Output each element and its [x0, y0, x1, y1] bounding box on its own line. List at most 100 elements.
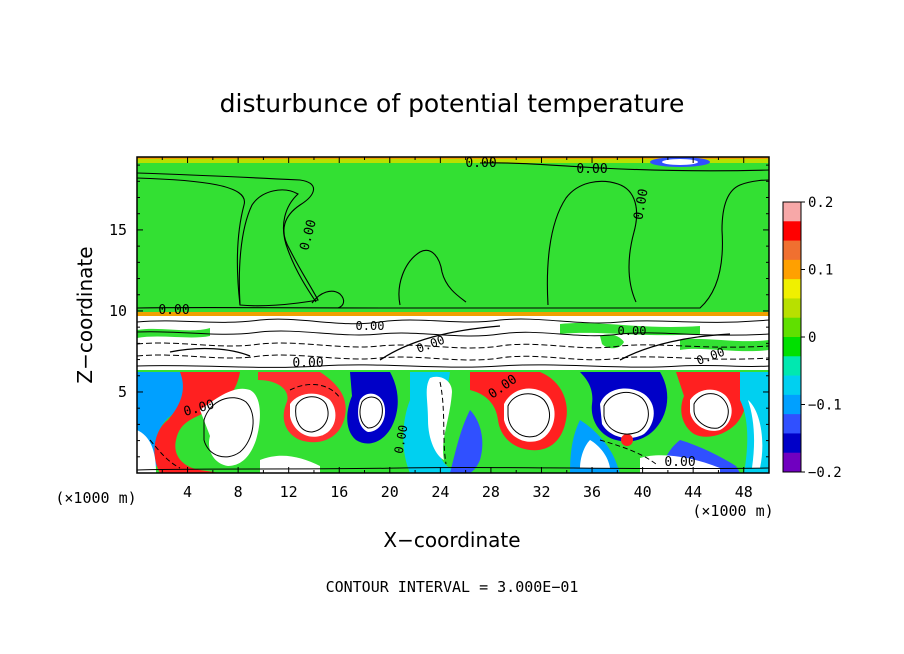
plot-area: 0.00 0.00 0.00 0.00 0.00 0.00 0.00 0.00 …	[137, 156, 769, 473]
contour-label: 0.00	[392, 424, 411, 455]
mid-band-green-4	[680, 338, 769, 352]
upper-contour-cell-1	[238, 189, 317, 306]
contour-mid-5	[137, 364, 769, 368]
y-tick-label: 15	[109, 221, 127, 239]
contour-mid-4	[137, 354, 769, 361]
upper-contour-top	[479, 162, 769, 172]
colorbar-segment	[783, 375, 801, 396]
contour-ring-6	[359, 396, 383, 429]
contour-label: 0.00	[158, 303, 189, 318]
contour-mid-6	[379, 325, 501, 361]
mid-band-green-3	[600, 334, 624, 349]
upper-contours	[137, 162, 769, 309]
colorbar-segment	[783, 414, 801, 434]
x-tick-label: 16	[330, 483, 348, 501]
contour-mid-8	[169, 347, 251, 357]
colorbar-segment	[783, 259, 801, 280]
top-boundary-band	[137, 157, 769, 163]
contour-ring-4	[603, 391, 649, 435]
upper-contour-cell-2	[398, 250, 467, 306]
colorbar-segment	[783, 298, 801, 319]
contour-dashed-3	[149, 439, 181, 469]
x-tick-label: 24	[431, 483, 449, 501]
swirl-16	[580, 440, 610, 468]
contour-ring-2	[295, 396, 329, 433]
contour-label: 0.00	[292, 356, 323, 371]
contour-label: 0.00	[465, 156, 496, 171]
contour-mid-2	[137, 330, 769, 337]
x-tick-label: 40	[634, 483, 652, 501]
colorbar-segment	[783, 452, 801, 473]
contour-bottom	[137, 466, 769, 471]
colorbar-tick-label: −0.1	[808, 398, 842, 414]
contour-label: 0.00	[664, 455, 695, 470]
red-spot	[621, 434, 633, 446]
colorbar-segment	[783, 337, 801, 357]
contour-ring-5	[693, 393, 729, 429]
colorbar-tick-label: −0.2	[808, 465, 842, 481]
swirl-11	[504, 388, 555, 442]
colorbar	[782, 201, 802, 473]
colorbar-ticks: 0.2 0.1 0 −0.1 −0.2	[801, 195, 842, 481]
y-tick-label: 5	[118, 383, 127, 401]
contour-dashed-1	[599, 439, 657, 465]
x-tick-label: 28	[482, 483, 500, 501]
x-tick-label: 4	[183, 483, 192, 501]
colorbar-segment	[783, 394, 801, 415]
x-tick-label: 36	[583, 483, 601, 501]
contour-mid-3	[137, 342, 769, 349]
colorbar-segment	[783, 433, 801, 454]
x-unit-left: (×1000 m)	[55, 489, 136, 507]
upper-contour-cell-4	[546, 180, 638, 306]
x-axis-label: X−coordinate	[383, 528, 520, 552]
x-unit-right: (×1000 m)	[692, 502, 773, 520]
x-tick-label: 32	[532, 483, 550, 501]
colorbar-segment	[783, 202, 801, 222]
x-tick-label: 44	[684, 483, 702, 501]
upper-field	[137, 157, 769, 314]
x-tick-label: 12	[280, 483, 298, 501]
y-axis: 5 10 15	[109, 164, 769, 458]
contour-label: 0.00	[576, 162, 607, 177]
y-tick-label: 10	[109, 302, 127, 320]
swirl-12	[450, 410, 483, 473]
mid-band-green-2	[560, 323, 700, 336]
colorbar-tick-label: 0	[808, 330, 816, 346]
x-tick-label: 8	[234, 483, 243, 501]
contour-mid-1	[137, 318, 769, 325]
lower-color-patches	[137, 318, 769, 473]
colorbar-tick-label: 0.2	[808, 195, 833, 211]
contour-label: 0.00	[631, 188, 651, 221]
contour-mid-7	[619, 333, 731, 361]
y-axis-label: Z−coordinate	[73, 246, 97, 383]
mid-band	[137, 318, 769, 370]
swirl-5	[290, 393, 336, 437]
swirl-9	[426, 376, 452, 460]
contour-label: 0.00	[356, 319, 385, 333]
x-tick-label: 20	[381, 483, 399, 501]
colorbar-tick-label: 0.1	[808, 263, 833, 279]
colorbar-segment	[783, 240, 801, 261]
colorbar-segment	[783, 317, 801, 338]
x-tick-label: 48	[735, 483, 753, 501]
swirl-18	[690, 389, 732, 431]
colorbar-segment	[783, 221, 801, 242]
x-axis: 4 8 12 16 20 24 28 32 36 40 44 48	[161, 157, 753, 501]
contour-ring-3	[507, 393, 551, 438]
mid-band-green-1	[137, 328, 210, 338]
upper-contour-band	[137, 172, 319, 307]
chart-title: disturbunce of potential temperature	[220, 89, 685, 118]
lower-left-white	[137, 430, 156, 473]
contour-dashed-4	[289, 383, 341, 399]
swirl-21	[748, 400, 763, 468]
contour-label: 0.00	[618, 324, 647, 338]
top-boundary-stripe	[137, 157, 769, 159]
colorbar-segment	[783, 356, 801, 377]
upper-contour-cell-3	[311, 290, 345, 309]
top-vortex-core	[662, 159, 698, 165]
contour-interval-note: CONTOUR INTERVAL = 3.000E−01	[326, 578, 579, 596]
tropopause-band	[137, 312, 769, 316]
plot-frame	[136, 156, 770, 474]
upper-contour-cell-5	[137, 179, 769, 309]
